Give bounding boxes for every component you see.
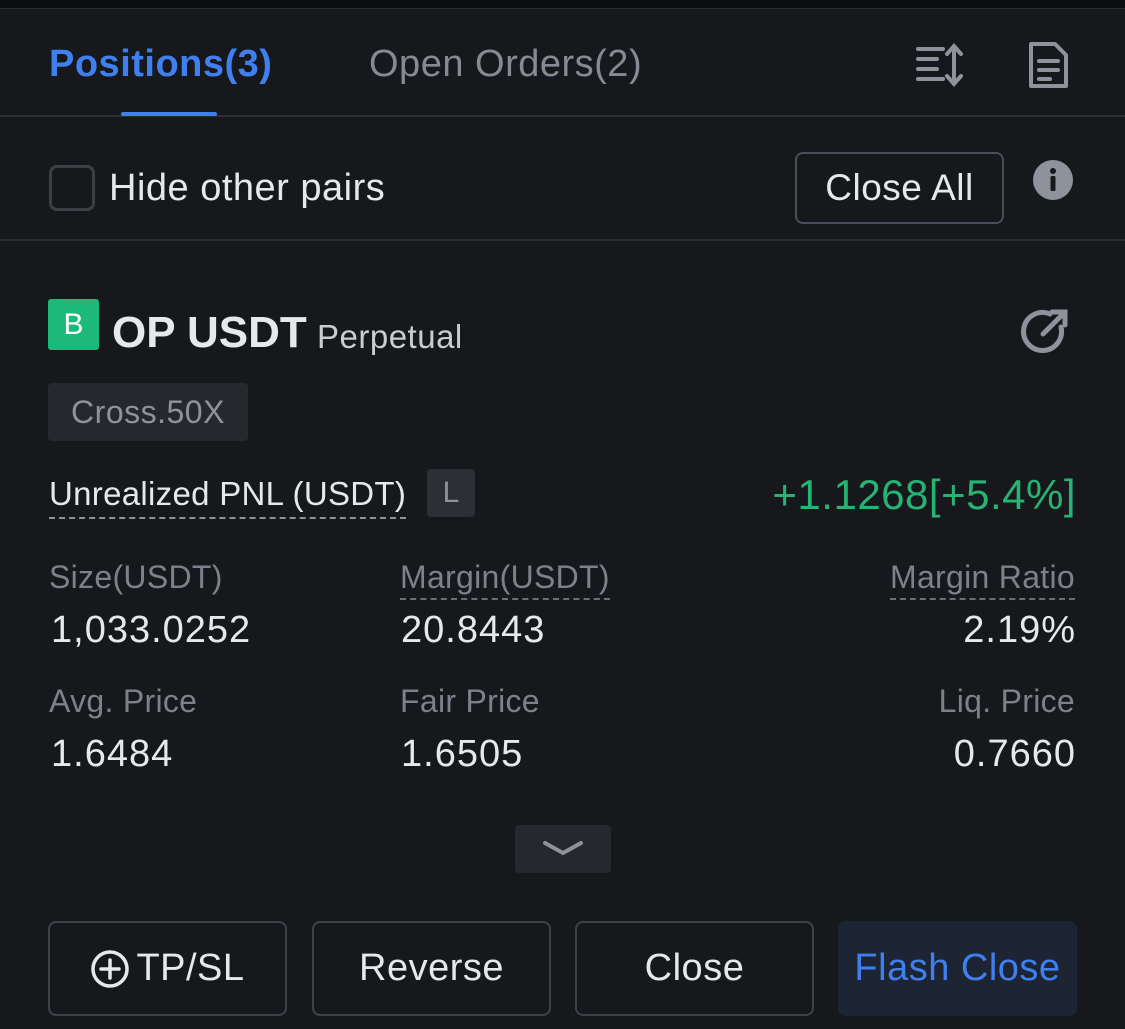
unrealized-pnl-label[interactable]: Unrealized PNL (USDT) [49, 475, 407, 519]
hide-other-pairs-label[interactable]: Hide other pairs [109, 167, 386, 209]
size-label: Size(USDT) [49, 559, 223, 595]
avg-price-value: 1.6484 [51, 733, 174, 775]
tab-bar: Positions(3) Open Orders(2) [0, 9, 1125, 117]
positions-panel: Positions(3) Open Orders(2) [0, 8, 1125, 1029]
filter-row: Hide other pairs Close All [0, 119, 1125, 241]
flash-close-button[interactable]: Flash Close [838, 921, 1077, 1016]
contract-type: Perpetual [317, 318, 463, 355]
chevron-down-icon [543, 841, 583, 855]
margin-mode-tag[interactable]: Cross.50X [48, 383, 248, 441]
expand-details-button[interactable] [515, 825, 611, 873]
margin-label[interactable]: Margin(USDT) [400, 559, 610, 600]
close-all-button[interactable]: Close All [795, 152, 1004, 224]
active-tab-indicator [121, 112, 217, 116]
unrealized-pnl-value: +1.1268[+5.4%] [772, 471, 1076, 518]
sort-icon[interactable] [913, 39, 965, 91]
margin-ratio-label[interactable]: Margin Ratio [889, 559, 1075, 600]
liq-price-label: Liq. Price [938, 683, 1075, 719]
tab-open-orders[interactable]: Open Orders(2) [369, 43, 643, 85]
tpsl-button[interactable]: TP/SL [48, 921, 287, 1016]
document-icon[interactable] [1022, 39, 1074, 91]
avg-price-label: Avg. Price [49, 683, 198, 719]
tab-positions[interactable]: Positions(3) [49, 43, 273, 85]
margin-ratio-value: 2.19% [963, 609, 1076, 651]
reverse-button[interactable]: Reverse [312, 921, 551, 1016]
plus-circle-icon [91, 949, 130, 988]
symbol[interactable]: OP USDT [112, 308, 307, 357]
share-icon[interactable] [1016, 303, 1074, 361]
side-badge: B [48, 299, 99, 350]
pnl-type-tag[interactable]: L [427, 469, 475, 517]
hide-other-pairs-checkbox[interactable] [49, 165, 95, 211]
margin-value: 20.8443 [401, 609, 546, 651]
close-position-button[interactable]: Close [575, 921, 814, 1016]
fair-price-label: Fair Price [400, 683, 540, 719]
tpsl-label: TP/SL [136, 947, 245, 989]
size-value: 1,033.0252 [51, 609, 252, 651]
liq-price-value: 0.7660 [953, 733, 1076, 775]
info-icon[interactable] [1032, 159, 1074, 201]
fair-price-value: 1.6505 [401, 733, 524, 775]
